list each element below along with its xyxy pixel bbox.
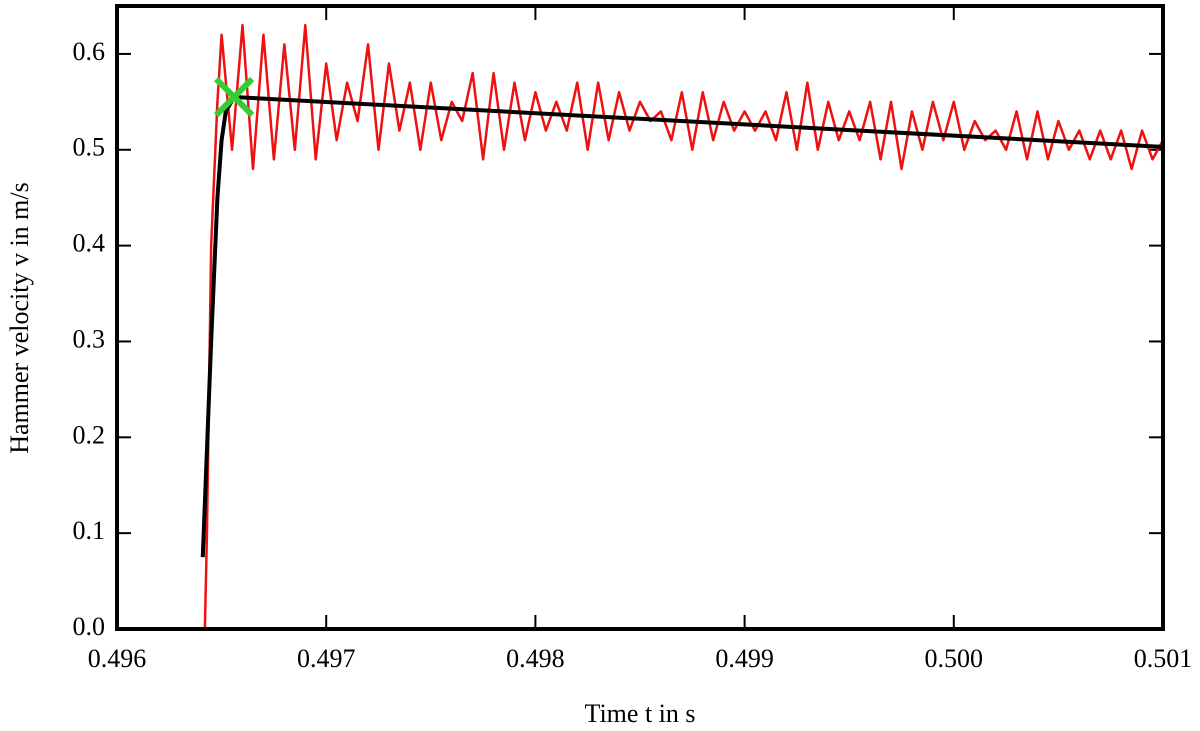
x-tick-label: 0.497 <box>297 644 356 673</box>
x-tick-label: 0.501 <box>1134 644 1193 673</box>
x-tick-label: 0.500 <box>925 644 984 673</box>
y-tick-label: 0.1 <box>73 516 106 545</box>
y-tick-label: 0.2 <box>73 420 106 449</box>
x-axis-title: Time t in s <box>584 699 695 728</box>
y-tick-label: 0.6 <box>73 37 106 66</box>
y-tick-label: 0.3 <box>73 324 106 353</box>
y-tick-label: 0.4 <box>73 229 106 258</box>
y-tick-label: 0.5 <box>73 133 106 162</box>
y-tick-label: 0.0 <box>73 612 106 641</box>
series-line <box>203 23 1165 630</box>
x-tick-label: 0.496 <box>88 644 147 673</box>
marker <box>214 76 255 118</box>
series-line <box>200 95 1164 558</box>
y-axis-title: Hammer velocity v in m/s <box>5 182 34 454</box>
x-tick-label: 0.499 <box>715 644 774 673</box>
x-tick-label: 0.498 <box>506 644 565 673</box>
plot-frame <box>115 4 1165 631</box>
